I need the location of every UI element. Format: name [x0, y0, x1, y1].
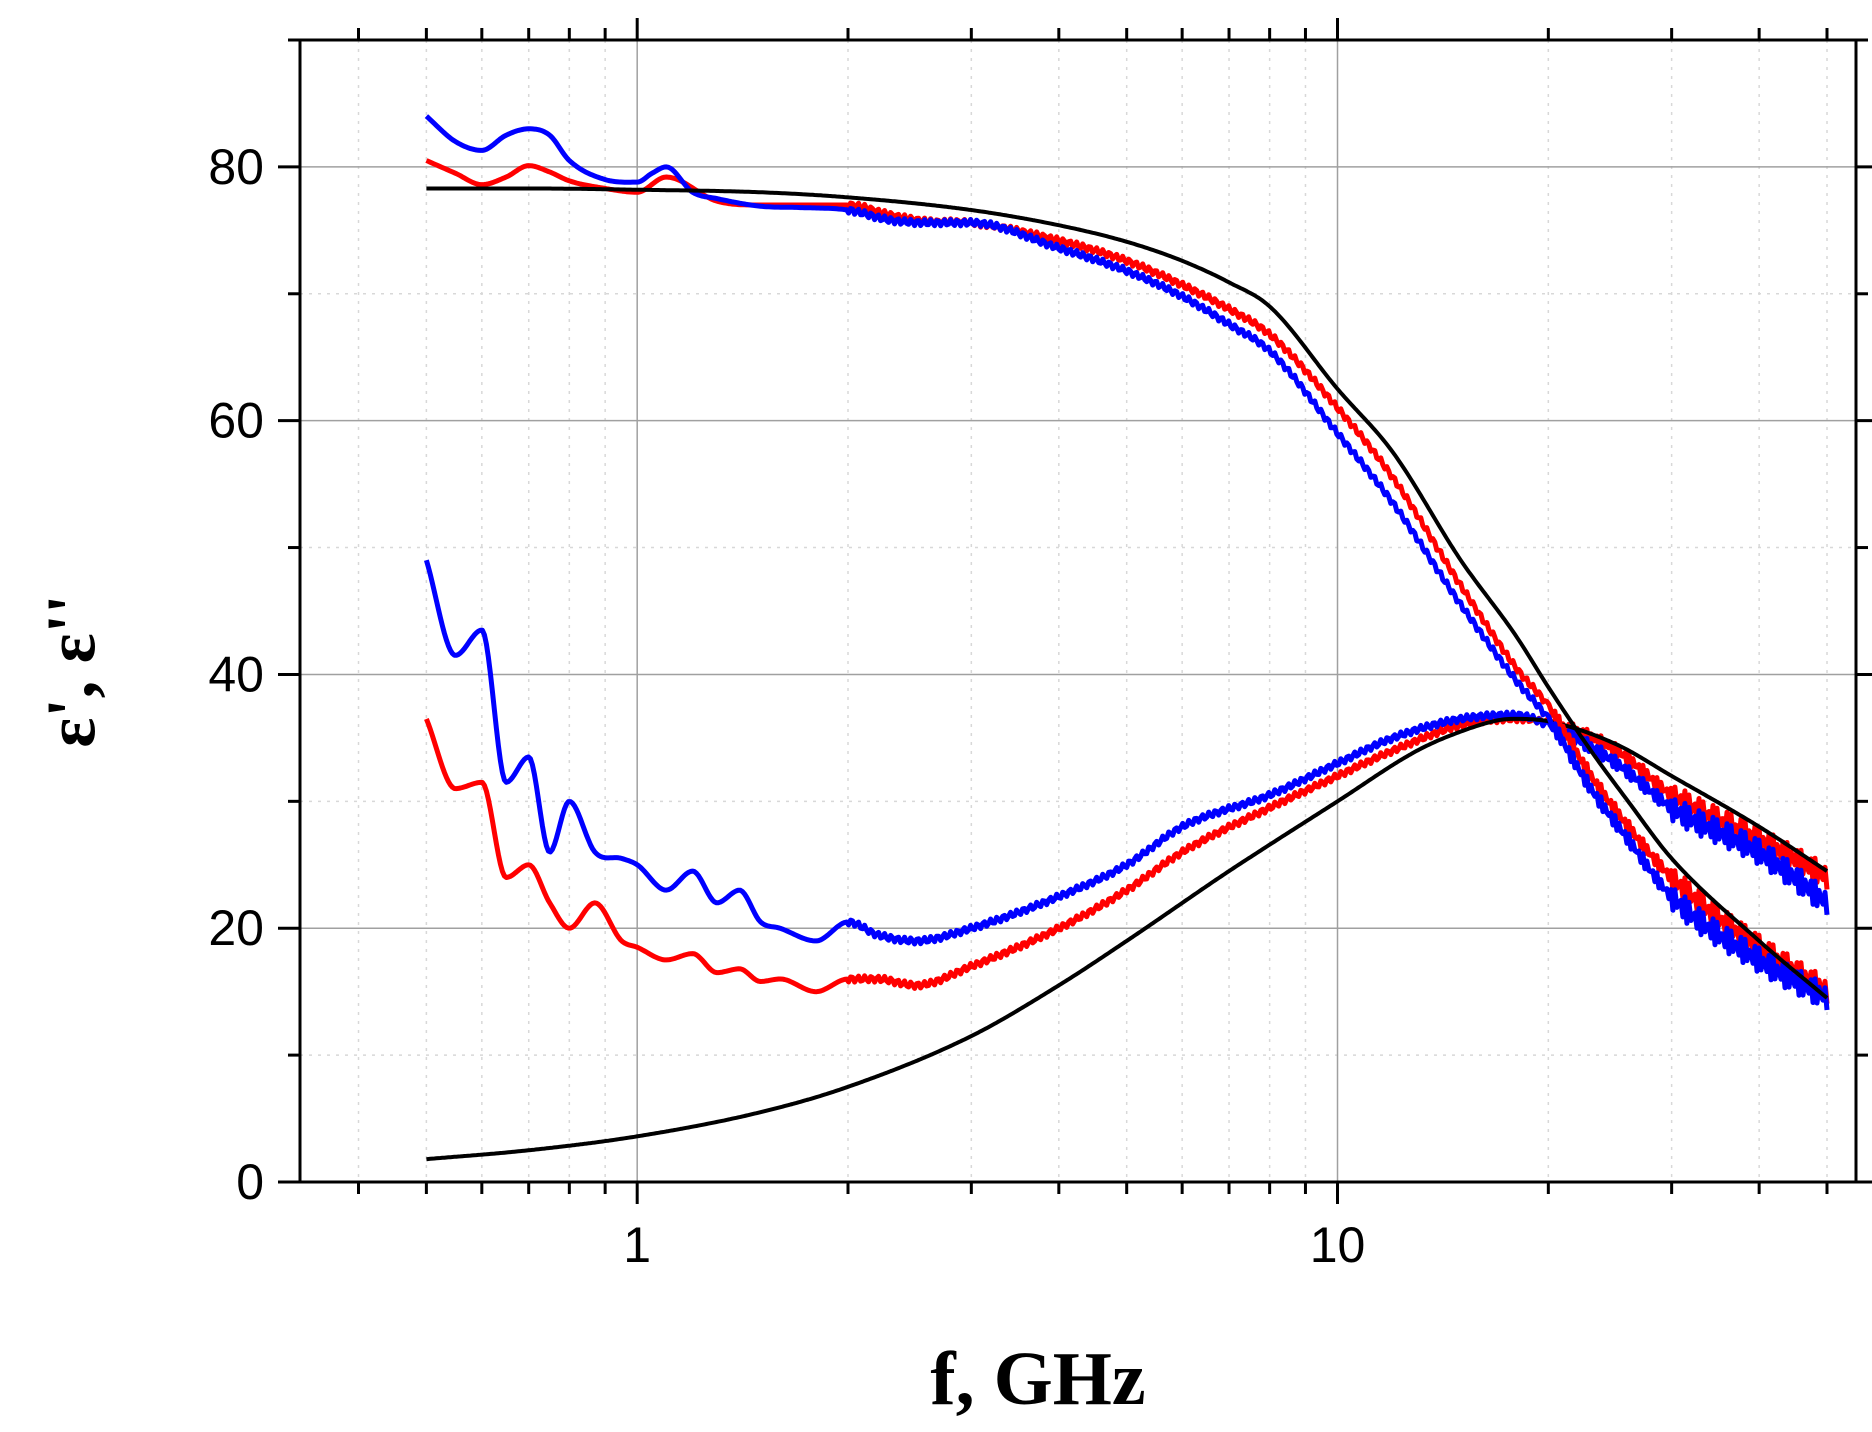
tick-labels: 1 10 0 20 40 60 80	[208, 139, 1365, 1273]
series-line-imag-blue	[423, 559, 1830, 947]
series-line-imag-red	[424, 713, 1830, 995]
y-tick-label: 0	[236, 1154, 264, 1210]
y-tick-label: 20	[208, 900, 264, 956]
x-tick-label: 1	[623, 1217, 651, 1273]
y-tick-label: 80	[208, 139, 264, 195]
series-line-real-fit	[426, 186, 1829, 1000]
x-axis-title: f, GHz	[930, 1337, 1145, 1421]
series-line-real-red	[425, 158, 1830, 1004]
series-line-imag-fit	[426, 716, 1829, 1162]
y-tick-label: 60	[208, 393, 264, 449]
axis-ticks	[278, 18, 1872, 1204]
series-line-real-blue	[424, 114, 1830, 1011]
plot-frame	[298, 38, 1858, 1184]
y-tick-label: 40	[208, 646, 264, 702]
x-tick-label: 10	[1310, 1217, 1366, 1273]
major-grid	[300, 40, 1856, 1182]
y-axis-title: ε', ε''	[34, 594, 111, 747]
series-layer	[423, 114, 1830, 1162]
